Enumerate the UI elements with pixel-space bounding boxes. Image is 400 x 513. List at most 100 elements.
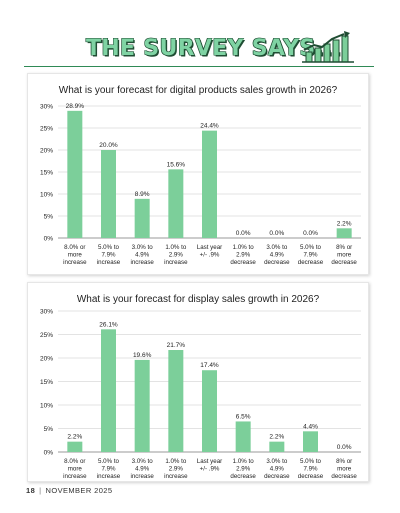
page-number: 18	[26, 486, 36, 495]
y-tick-label: 5%	[44, 214, 54, 221]
y-tick-label: 5%	[44, 426, 54, 433]
x-tick-label: 1.0% to	[233, 458, 255, 465]
data-label: 4.4%	[303, 423, 318, 430]
data-label: 8.9%	[135, 191, 150, 198]
data-label: 15.6%	[167, 161, 186, 168]
bar	[168, 169, 184, 238]
x-tick-label: 4.9%	[135, 252, 150, 259]
data-label: 17.4%	[200, 362, 219, 369]
x-tick-label: 1.0% to	[165, 244, 187, 251]
display-sales-forecast-chart: What is your forecast for display sales …	[27, 282, 369, 482]
x-tick-label: increase	[164, 259, 188, 266]
footer-separator: |	[39, 486, 42, 495]
chart-canvas: What is your forecast for digital produc…	[40, 85, 361, 266]
x-tick-label: 5.0% to	[98, 244, 120, 251]
x-tick-label: more	[337, 466, 352, 473]
data-label: 6.5%	[236, 413, 251, 420]
y-tick-label: 0%	[44, 450, 54, 457]
x-tick-label: increase	[130, 259, 154, 266]
x-tick-label: 3.0% to	[132, 244, 154, 251]
header-divider	[24, 66, 374, 67]
bar	[134, 198, 150, 238]
bar	[202, 130, 217, 238]
bar	[101, 329, 116, 452]
y-tick-label: 20%	[40, 356, 53, 363]
x-tick-label: decrease	[230, 473, 256, 480]
chart-title: What is your forecast for digital produc…	[59, 85, 338, 96]
data-label: 20.0%	[99, 142, 118, 149]
bar-chart-growth-icon	[302, 31, 354, 63]
data-label: 24.4%	[200, 123, 219, 130]
data-label: 0.0%	[303, 230, 318, 237]
bar	[67, 110, 83, 238]
x-tick-label: increase	[97, 259, 121, 266]
x-tick-label: decrease	[331, 259, 357, 266]
x-tick-label: increase	[130, 473, 154, 480]
x-tick-label: decrease	[298, 259, 324, 266]
x-tick-label: 2.9%	[169, 466, 184, 473]
data-label: 0.0%	[269, 230, 284, 237]
chart-canvas: What is your forecast for display sales …	[40, 294, 361, 480]
y-tick-label: 25%	[40, 332, 53, 339]
y-tick-label: 10%	[40, 403, 53, 410]
y-tick-label: 20%	[40, 148, 53, 155]
x-tick-label: 4.9%	[270, 466, 285, 473]
data-label: 28.9%	[66, 103, 85, 110]
x-tick-label: decrease	[331, 473, 357, 480]
x-tick-label: 1.0% to	[233, 244, 255, 251]
x-tick-label: 2.9%	[236, 252, 251, 259]
x-tick-label: 4.9%	[270, 252, 285, 259]
x-tick-label: 3.0% to	[266, 244, 288, 251]
data-label: 0.0%	[236, 230, 251, 237]
x-tick-label: decrease	[298, 473, 324, 480]
x-tick-label: 5.0% to	[98, 458, 120, 465]
x-tick-label: 7.9%	[303, 466, 318, 473]
x-tick-label: 8.0% or	[64, 458, 85, 465]
x-tick-label: 3.0% to	[132, 458, 154, 465]
x-tick-label: more	[68, 252, 83, 259]
data-label: 2.2%	[269, 434, 284, 441]
y-tick-label: 15%	[40, 379, 53, 386]
page-footer: 18 | NOVEMBER 2025	[26, 486, 112, 495]
x-tick-label: 1.0% to	[165, 458, 187, 465]
bar	[269, 441, 285, 452]
data-label: 0.0%	[337, 444, 352, 451]
x-tick-label: Last year	[197, 244, 222, 251]
x-tick-label: 7.9%	[303, 252, 318, 259]
x-tick-label: 2.9%	[236, 466, 251, 473]
bar	[67, 441, 83, 452]
x-tick-label: 2.9%	[169, 252, 184, 259]
bar	[134, 359, 150, 452]
x-tick-label: +/- .9%	[200, 252, 220, 259]
bar	[101, 150, 116, 238]
x-tick-label: increase	[97, 473, 121, 480]
x-tick-label: +/- .9%	[200, 466, 220, 473]
bar	[168, 350, 184, 452]
x-tick-label: decrease	[264, 473, 290, 480]
x-tick-label: 8% or	[336, 244, 352, 251]
page-title: THE SURVEY SAYS...	[86, 36, 342, 61]
data-label: 21.7%	[167, 342, 186, 349]
x-tick-label: more	[337, 252, 352, 259]
x-tick-label: 7.9%	[101, 466, 116, 473]
page-header: THE SURVEY SAYS...	[0, 0, 400, 72]
x-tick-label: 7.9%	[101, 252, 116, 259]
bar	[202, 370, 217, 452]
y-tick-label: 15%	[40, 170, 53, 177]
x-tick-label: 5.0% to	[300, 244, 322, 251]
digital-sales-forecast-chart: What is your forecast for digital produc…	[27, 73, 369, 275]
y-tick-label: 25%	[40, 126, 53, 133]
x-tick-label: more	[68, 466, 83, 473]
data-label: 26.1%	[99, 321, 118, 328]
bar	[336, 228, 352, 238]
data-label: 2.2%	[67, 434, 82, 441]
x-tick-label: 8.0% or	[64, 244, 85, 251]
y-tick-label: 30%	[40, 104, 53, 111]
issue-date: NOVEMBER 2025	[45, 486, 113, 495]
x-tick-label: decrease	[264, 259, 290, 266]
y-tick-label: 30%	[40, 309, 53, 316]
x-tick-label: increase	[164, 473, 188, 480]
x-tick-label: decrease	[230, 259, 256, 266]
x-tick-label: 3.0% to	[266, 458, 288, 465]
bar	[235, 421, 251, 452]
